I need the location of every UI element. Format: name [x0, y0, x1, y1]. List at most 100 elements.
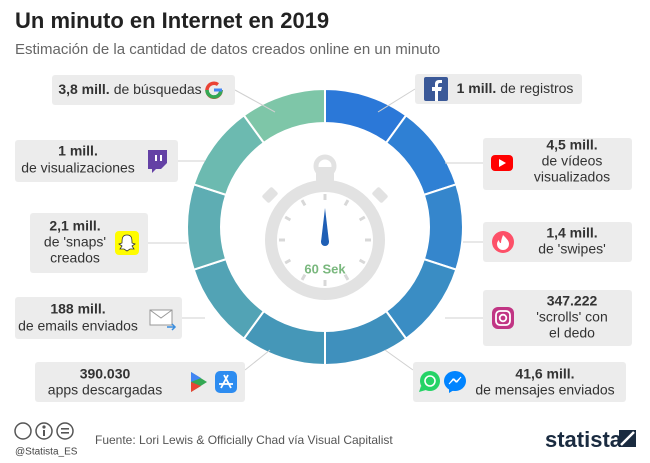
- play-icon: [191, 372, 201, 382]
- item-value: 1 mill.: [457, 80, 497, 96]
- item-box: [15, 140, 178, 182]
- item-value: 4,5 mill.: [546, 137, 597, 153]
- by-icon: [35, 422, 53, 440]
- item-value: 390.030: [80, 366, 131, 382]
- snapchat-icon: [118, 234, 136, 252]
- item-box: [15, 297, 182, 339]
- watch-button: [372, 187, 388, 203]
- instagram-icon: [495, 310, 511, 326]
- watch-tick: [358, 215, 366, 222]
- watch-pivot: [321, 238, 329, 246]
- item-label: apps descargadas: [48, 382, 162, 398]
- item-label: de vídeos: [542, 153, 603, 169]
- watch-ticks: [279, 194, 371, 286]
- item: 188 mill.de emails enviados: [15, 297, 205, 339]
- item-label: visualizados: [534, 169, 610, 185]
- handle: @Statista_ES: [15, 447, 78, 458]
- cc-icon: [14, 422, 32, 440]
- by-icon: [43, 430, 45, 436]
- whatsapp-icon: [424, 375, 436, 387]
- item: 2,1 mill.de 'snaps'creados: [30, 213, 187, 273]
- item-box: [483, 222, 632, 262]
- item-text: 3,8 mill. de búsquedas: [58, 81, 201, 97]
- play-icon: [191, 382, 201, 392]
- youtube-icon: [499, 159, 506, 167]
- watch-knob: [313, 154, 337, 178]
- watch-tick: [284, 258, 292, 265]
- item-text: 1 mill. de registros: [457, 80, 574, 96]
- subtitle: Estimación de la cantidad de datos cread…: [15, 41, 440, 58]
- watch-tick: [343, 273, 350, 281]
- item-label: el dedo: [549, 325, 595, 341]
- item-value: 1 mill.: [58, 143, 98, 159]
- whatsapp-icon: [420, 371, 440, 391]
- watch-tick: [300, 273, 307, 281]
- item-box: [415, 74, 582, 104]
- twitch-icon: [148, 150, 167, 173]
- twitch-icon: [160, 155, 162, 161]
- twitch-icon: [155, 155, 157, 161]
- brand: statista: [545, 427, 623, 452]
- footer: @Statista_ES Fuente: Lori Lewis & Offici…: [14, 422, 636, 458]
- center-label: 60 Sek: [304, 261, 346, 276]
- item-value: 188 mill.: [50, 301, 105, 317]
- item-box: [52, 75, 235, 105]
- watch-tick: [300, 199, 307, 207]
- google-icon: [205, 89, 223, 99]
- item-box: [483, 290, 632, 346]
- item-box: [483, 138, 632, 190]
- item: 1 mill. de registros: [377, 74, 582, 113]
- item-label: de mensajes enviados: [475, 382, 614, 398]
- nd-icon: [61, 432, 69, 434]
- item-label: de visualizaciones: [21, 160, 135, 176]
- whatsapp-icon: [419, 386, 426, 392]
- appstore-icon: [219, 374, 233, 389]
- item-box: [30, 213, 148, 273]
- watch-button: [262, 187, 278, 203]
- source: Fuente: Lori Lewis & Officially Chad vía…: [95, 433, 393, 447]
- connector: [377, 88, 416, 113]
- item-label: 'scrolls' con: [536, 309, 607, 325]
- facebook-icon: [432, 80, 442, 101]
- item-label: de registros: [500, 80, 573, 96]
- mail-icon: [167, 323, 177, 331]
- item-label: de 'swipes': [538, 241, 606, 257]
- nd-icon: [56, 422, 74, 440]
- nd-icon: [61, 428, 69, 430]
- tinder-icon: [497, 235, 509, 250]
- connector: [244, 349, 271, 371]
- item: 41,6 mill.de mensajes enviados: [384, 349, 626, 402]
- item: 1,4 mill.de 'swipes': [463, 222, 632, 262]
- mail-icon: [149, 309, 173, 319]
- title: Un minuto en Internet en 2019: [15, 8, 329, 33]
- watch-hand: [321, 208, 329, 242]
- item-label: de búsquedas: [114, 81, 202, 97]
- item-value: 1,4 mill.: [546, 225, 597, 241]
- item-value: 347.222: [547, 293, 598, 309]
- item-box: [35, 362, 245, 402]
- stopwatch: 60 Sek: [221, 123, 429, 331]
- connector: [384, 349, 414, 371]
- item-label: creados: [50, 250, 100, 266]
- messenger-icon: [448, 376, 462, 385]
- google-icon: [214, 88, 222, 92]
- by-icon: [42, 425, 46, 429]
- messenger-icon: [449, 388, 454, 393]
- connector: [234, 89, 276, 113]
- ring-segment: [186, 183, 228, 271]
- watch-tick: [358, 258, 366, 265]
- ring-segment: [422, 183, 464, 271]
- item-label: de emails enviados: [18, 318, 138, 334]
- appstore-icon: [215, 371, 237, 393]
- item-value: 2,1 mill.: [49, 218, 100, 234]
- item-box: [413, 362, 626, 402]
- watch-tick: [343, 199, 350, 207]
- instagram-icon: [498, 313, 508, 323]
- item-value: 3,8 mill.: [58, 81, 109, 97]
